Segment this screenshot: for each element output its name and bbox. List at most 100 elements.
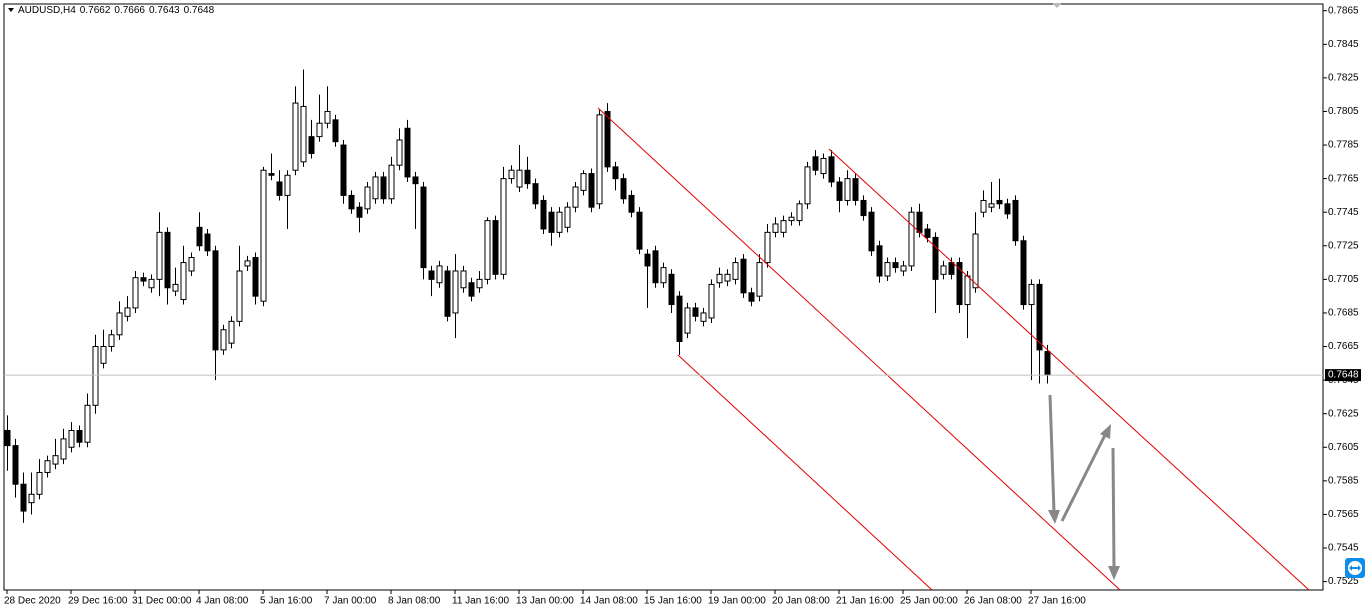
- candle-body: [844, 178, 851, 201]
- x-tick-label: 15 Jan 16:00: [644, 596, 702, 607]
- y-tick-label: 0.7845: [1328, 39, 1359, 50]
- candle-body: [164, 231, 171, 289]
- candle-body: [980, 199, 987, 213]
- candles: [4, 69, 1051, 523]
- arrowhead: [1108, 566, 1120, 580]
- candle-body: [116, 312, 123, 336]
- candle-body: [196, 226, 203, 247]
- x-tick-label: 26 Jan 08:00: [964, 596, 1022, 607]
- candle-body: [652, 250, 659, 284]
- candle-body: [188, 257, 195, 272]
- candle-body: [276, 181, 283, 196]
- candle-body: [460, 270, 467, 289]
- candle-body: [796, 203, 803, 222]
- candle-body: [532, 183, 539, 205]
- candle-body: [612, 166, 619, 180]
- candle-body: [212, 250, 219, 351]
- candle-body: [636, 211, 643, 250]
- trend-line: [677, 354, 933, 591]
- candle-body: [948, 262, 955, 275]
- candle-body: [508, 169, 515, 180]
- candle-body: [1020, 240, 1027, 306]
- candle-body: [604, 110, 611, 168]
- header-high: 0.7666: [114, 5, 145, 16]
- candle-body: [228, 320, 235, 344]
- y-tick-label: 0.7745: [1328, 207, 1359, 218]
- candle-body: [740, 258, 747, 294]
- candle-body: [692, 307, 699, 317]
- y-tick-label: 0.7625: [1328, 408, 1359, 419]
- y-tick-label: 0.7785: [1328, 140, 1359, 151]
- candle-body: [156, 231, 163, 280]
- candle-body: [388, 164, 395, 200]
- chart-title: AUDUSD,H4: [18, 5, 76, 16]
- candle-body: [772, 223, 779, 233]
- x-tick-label: 19 Jan 00:00: [708, 596, 766, 607]
- candle-body: [356, 206, 363, 218]
- x-tick-label: 5 Jan 16:00: [260, 596, 313, 607]
- candle-body: [84, 404, 91, 443]
- y-tick-label: 0.7525: [1328, 576, 1359, 587]
- candle-body: [564, 206, 571, 228]
- x-tick-label: 28 Dec 2020: [4, 596, 61, 607]
- candle-body: [956, 262, 963, 306]
- candle-body: [780, 220, 787, 233]
- candle-body: [140, 277, 147, 282]
- candle-body: [828, 156, 835, 183]
- price-label: 0.7648: [1328, 370, 1359, 381]
- candle-body: [876, 245, 883, 277]
- candle-body: [316, 122, 323, 138]
- candle-body: [572, 186, 579, 208]
- candle-body: [52, 455, 59, 465]
- candle-body: [620, 178, 627, 200]
- arrowhead: [1100, 424, 1111, 439]
- x-tick-label: 13 Jan 00:00: [516, 596, 574, 607]
- candle-body: [860, 199, 867, 217]
- scroll-marker: [1052, 3, 1062, 8]
- candle-body: [404, 127, 411, 178]
- candle-body: [916, 211, 923, 233]
- candle-body: [764, 231, 771, 264]
- candle-body: [884, 262, 891, 277]
- candle-body: [868, 211, 875, 252]
- candle-body: [252, 257, 259, 297]
- candle-body: [924, 228, 931, 238]
- candle-body: [732, 262, 739, 280]
- y-tick-label: 0.7705: [1328, 274, 1359, 285]
- price-label-bg: [1325, 369, 1361, 382]
- trend-line: [597, 107, 1121, 591]
- candle-body: [28, 493, 35, 504]
- candle-body: [756, 262, 763, 297]
- candle-body: [452, 270, 459, 314]
- y-tick-label: 0.7565: [1328, 509, 1359, 520]
- candle-body: [660, 267, 667, 284]
- candle-body: [372, 176, 379, 200]
- candle-body: [500, 178, 507, 275]
- header-text: AUDUSD,H4 0.7662 0.7666 0.7643 0.7648: [18, 5, 215, 16]
- y-tick-label: 0.7685: [1328, 308, 1359, 319]
- projection-arrows: [1048, 394, 1120, 580]
- y-tick-label: 0.7585: [1328, 476, 1359, 487]
- candle-body: [92, 346, 99, 406]
- y-tick-label: 0.7665: [1328, 341, 1359, 352]
- candle-body: [380, 176, 387, 200]
- candle-body: [836, 181, 843, 201]
- x-tick-label: 31 Dec 00:00: [132, 596, 192, 607]
- candle-body: [260, 169, 267, 302]
- candle-body: [68, 429, 75, 448]
- candle-body: [348, 194, 355, 210]
- candle-body: [908, 211, 915, 267]
- candle-body: [548, 211, 555, 233]
- x-tick-label: 25 Jan 00:00: [900, 596, 958, 607]
- x-tick-label: 8 Jan 08:00: [388, 596, 441, 607]
- candle-body: [396, 139, 403, 166]
- candle-body: [300, 105, 307, 163]
- candle-body: [428, 270, 435, 280]
- candle-body: [44, 460, 51, 473]
- y-tick-label: 0.7725: [1328, 240, 1359, 251]
- candle-body: [148, 278, 155, 289]
- candle-body: [684, 307, 691, 334]
- x-tick-label: 7 Jan 00:00: [324, 596, 377, 607]
- candle-body: [820, 157, 827, 175]
